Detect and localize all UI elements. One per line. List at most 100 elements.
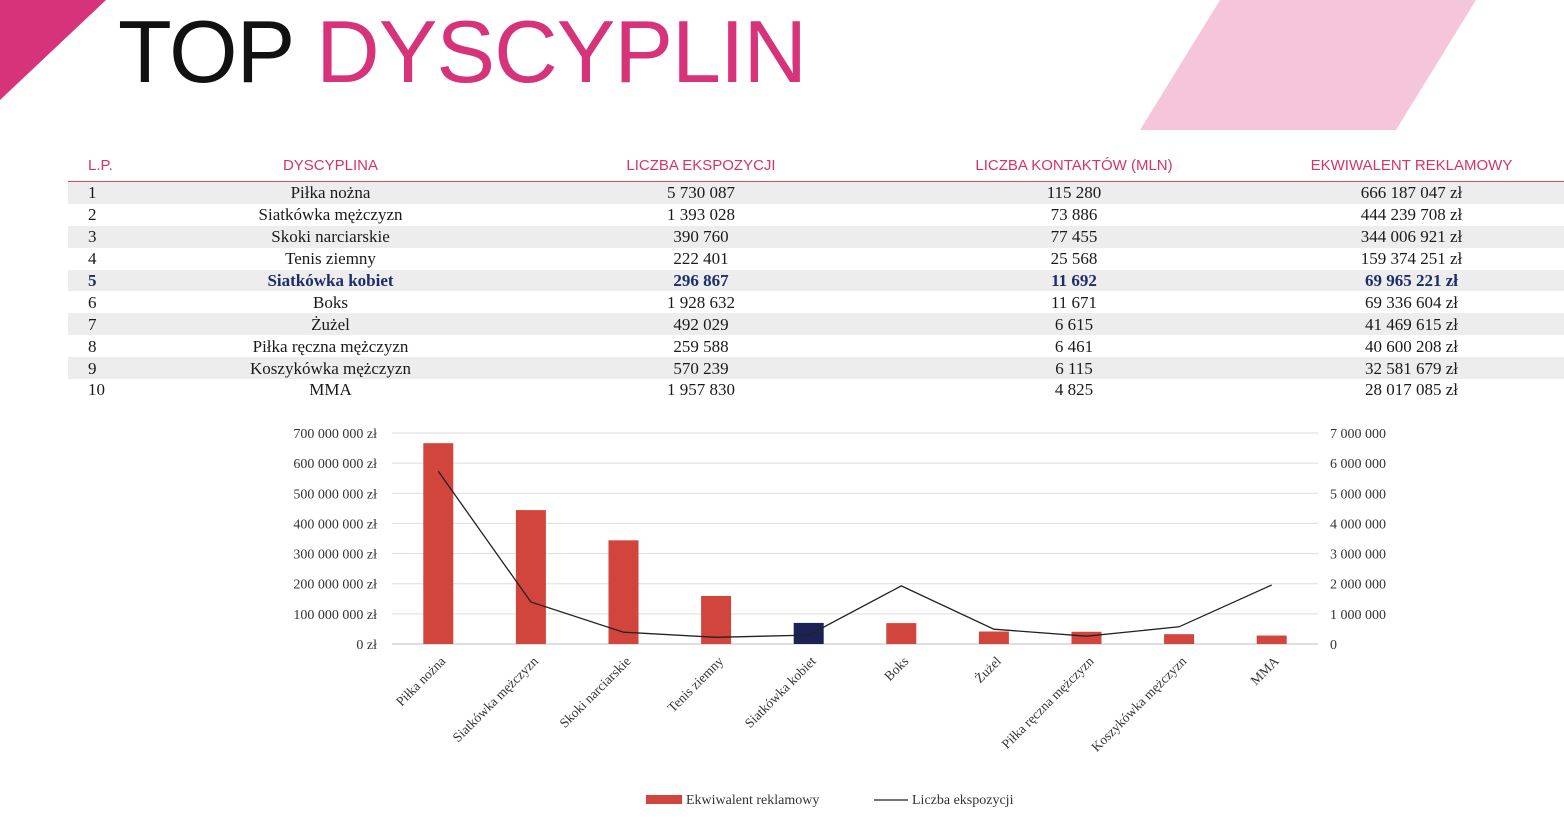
y-left-tick-label: 200 000 000 zł — [293, 578, 377, 593]
y-right-tick-label: 3 000 000 — [1330, 548, 1386, 563]
cell-contacts: 25 568 — [1050, 249, 1098, 269]
table-row: 3 Skoki narciarskie 390 760 77 455 344 006 9… — [68, 225, 1564, 248]
page-title-part1: TOP — [118, 2, 294, 101]
table-row: 10 MMA 1 957 830 4 825 28 017 085 zł — [68, 379, 1564, 401]
cell-contacts: 11 692 — [889, 269, 1259, 292]
y-right-tick-label: 6 000 000 — [1330, 457, 1386, 472]
cell-discipline: Siatkówka mężczyzn — [258, 205, 403, 225]
cell-ad-equivalent: 40 600 208 zł — [1364, 336, 1459, 356]
cell-ad-equivalent: 41 469 615 zł — [1259, 313, 1564, 336]
y-right-tick-label: 1 000 000 — [1330, 608, 1386, 623]
table-row: 4 Tenis ziemny 222 401 25 568 159 374 251 zł — [68, 248, 1564, 270]
table-row: 7 Żużel 492 029 6 615 41 469 615 zł — [68, 313, 1564, 336]
cell-ad-equivalent: 69 336 604 zł — [1364, 292, 1459, 312]
cell-ad-equivalent: 344 006 921 zł — [1259, 225, 1564, 248]
legend-label-line: Liczba ekspozycji — [912, 793, 1014, 808]
cell-discipline: Tenis ziemny — [285, 249, 376, 269]
bar-ad-equivalent — [1164, 634, 1195, 644]
page-title-part2: DYSCYPLIN — [316, 2, 807, 101]
cell-discipline: Siatkówka kobiet — [148, 269, 513, 292]
y-left-tick-label: 300 000 000 zł — [293, 548, 377, 563]
y-right-tick-label: 0 — [1330, 638, 1337, 653]
y-left-tick-label: 0 zł — [356, 638, 377, 653]
cell-discipline: Koszykówka mężczyzn — [148, 357, 513, 380]
x-category-label: Tenis ziemny — [665, 653, 727, 715]
cell-discipline: Piłka nożna — [148, 181, 513, 204]
cell-exposures: 570 239 — [513, 357, 889, 380]
bar-ad-equivalent — [608, 540, 639, 644]
cell-exposures: 492 029 — [513, 313, 889, 336]
legend-swatch-bar — [646, 795, 682, 804]
y-right-tick-label: 4 000 000 — [1330, 517, 1386, 532]
bar-ad-equivalent — [1071, 631, 1102, 644]
cell-exposures: 259 588 — [673, 336, 729, 356]
cell-ad-equivalent: 32 581 679 zł — [1259, 357, 1564, 380]
cell-exposures: 296 867 — [513, 269, 889, 292]
table-row: 6 Boks 1 928 632 11 671 69 336 604 zł — [68, 291, 1564, 313]
x-category-label: MMA — [1247, 653, 1282, 688]
x-category-label: Piłka nożna — [393, 654, 448, 709]
cell-contacts: 77 455 — [889, 225, 1259, 248]
cell-discipline: Piłka ręczna mężczyzn — [252, 336, 409, 356]
cell-ad-equivalent: 69 965 221 zł — [1259, 269, 1564, 292]
bar-ad-equivalent — [701, 595, 732, 644]
y-left-tick-label: 700 000 000 zł — [293, 427, 377, 442]
cell-lp: 4 — [88, 249, 97, 269]
cell-contacts: 6 461 — [1054, 336, 1094, 356]
bar-ad-equivalent — [515, 510, 546, 644]
cell-lp: 2 — [88, 205, 97, 225]
y-right-tick-label: 2 000 000 — [1330, 578, 1386, 593]
header-discipline: DYSCYPLINA — [148, 150, 513, 182]
table-row: 1 Piłka nożna 5 730 087 115 280 666 187 047 … — [68, 181, 1564, 204]
table-row: 2 Siatkówka mężczyzn 1 393 028 73 886 444 23… — [68, 204, 1564, 226]
y-left-tick-label: 400 000 000 zł — [293, 517, 377, 532]
y-right-tick-label: 7 000 000 — [1330, 427, 1386, 442]
bar-ad-equivalent — [793, 622, 824, 644]
x-category-label: Skoki narciarskie — [556, 654, 633, 731]
cell-contacts: 115 280 — [889, 181, 1259, 204]
cell-ad-equivalent: 444 239 708 zł — [1360, 205, 1463, 225]
header-exposures: LICZBA EKSPOZYCJI — [513, 150, 889, 182]
cell-lp: 1 — [68, 181, 148, 204]
cell-exposures: 5 730 087 — [513, 181, 889, 204]
cell-contacts: 4 825 — [1054, 380, 1094, 400]
cell-discipline: MMA — [309, 380, 352, 400]
table-row: 9 Koszykówka mężczyzn 570 239 6 115 32 581 6… — [68, 357, 1564, 380]
cell-exposures: 390 760 — [513, 225, 889, 248]
page-title: TOP DYSCYPLIN — [118, 2, 807, 102]
y-left-tick-label: 100 000 000 zł — [293, 608, 377, 623]
y-right-tick-label: 5 000 000 — [1330, 487, 1386, 502]
cell-ad-equivalent: 666 187 047 zł — [1259, 181, 1564, 204]
cell-exposures: 1 957 830 — [667, 380, 735, 400]
table-row: 5 Siatkówka kobiet 296 867 11 692 69 965 221… — [68, 269, 1564, 292]
header-contacts: LICZBA KONTAKTÓW (MLN) — [889, 150, 1259, 182]
cell-lp: 3 — [68, 225, 148, 248]
y-left-tick-label: 600 000 000 zł — [293, 457, 377, 472]
cell-discipline: Żużel — [148, 313, 513, 336]
cell-contacts: 6 115 — [889, 357, 1259, 380]
cell-contacts: 6 615 — [889, 313, 1259, 336]
x-category-label: Piłka ręczna mężczyzn — [999, 653, 1097, 751]
header-lp: L.P. — [68, 150, 148, 182]
table-header-row: L.P. DYSCYPLINA LICZBA EKSPOZYCJI LICZBA… — [68, 150, 1564, 182]
x-category-label: Siatkówka kobiet — [742, 653, 819, 730]
cell-exposures: 1 393 028 — [667, 205, 735, 225]
cell-lp: 9 — [68, 357, 148, 380]
cell-discipline: Boks — [313, 292, 348, 312]
cell-discipline: Skoki narciarskie — [148, 225, 513, 248]
bar-ad-equivalent — [423, 443, 454, 644]
legend-label-bar: Ekwiwalent reklamowy — [686, 793, 819, 808]
x-category-label: Koszykówka mężczyzn — [1088, 653, 1189, 754]
x-category-label: Boks — [881, 654, 911, 684]
cell-lp: 5 — [68, 269, 148, 292]
cell-contacts: 73 886 — [1050, 205, 1098, 225]
cell-exposures: 1 928 632 — [667, 292, 735, 312]
cell-lp: 8 — [88, 336, 97, 356]
bar-ad-equivalent — [886, 623, 917, 644]
bar-ad-equivalent — [978, 631, 1009, 644]
line-exposures — [437, 470, 1272, 638]
disciplines-table: L.P. DYSCYPLINA LICZBA EKSPOZYCJI LICZBA… — [68, 150, 1564, 401]
cell-lp: 6 — [88, 292, 97, 312]
bar-ad-equivalent — [1256, 635, 1287, 644]
